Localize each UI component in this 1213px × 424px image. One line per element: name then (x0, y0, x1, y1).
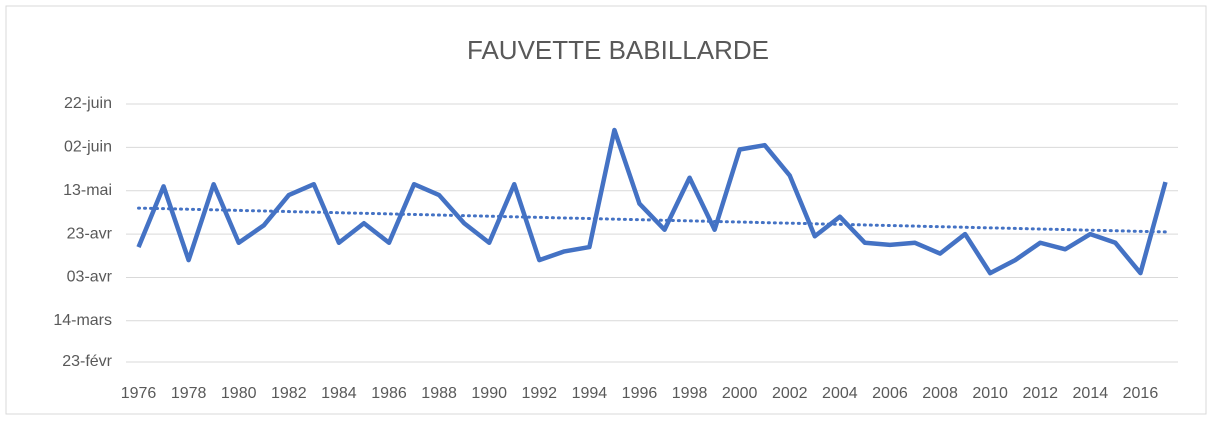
y-tick-label: 23-avr (67, 225, 113, 242)
y-tick-label: 02-juin (64, 139, 112, 156)
x-tick-label: 2016 (1123, 385, 1159, 402)
x-tick-label: 1998 (672, 385, 708, 402)
x-tick-label: 1976 (121, 385, 157, 402)
x-tick-label: 1982 (271, 385, 307, 402)
x-tick-label: 1996 (622, 385, 658, 402)
x-tick-label: 1984 (321, 385, 357, 402)
x-tick-label: 2012 (1022, 385, 1058, 402)
x-tick-label: 2006 (872, 385, 908, 402)
x-tick-label: 2014 (1073, 385, 1109, 402)
x-tick-label: 2010 (972, 385, 1008, 402)
x-tick-label: 2004 (822, 385, 858, 402)
x-tick-label: 1994 (572, 385, 608, 402)
x-tick-label: 1988 (421, 385, 457, 402)
x-tick-label: 1992 (521, 385, 557, 402)
x-tick-label: 2000 (722, 385, 758, 402)
y-tick-label: 14-mars (53, 312, 112, 329)
data-line (136, 127, 1168, 276)
x-tick-label: 2002 (772, 385, 808, 402)
y-tick-label: 13-mai (63, 182, 112, 199)
y-tick-label: 22-juin (64, 95, 112, 112)
y-tick-label: 23-févr (62, 353, 112, 370)
x-tick-label: 1986 (371, 385, 407, 402)
x-tick-label: 1990 (471, 385, 507, 402)
x-tick-label: 1978 (171, 385, 207, 402)
x-tick-label: 2008 (922, 385, 958, 402)
chart-title: FAUVETTE BABILLARDE (467, 35, 769, 65)
y-tick-label: 03-avr (67, 269, 113, 286)
x-tick-label: 1980 (221, 385, 257, 402)
